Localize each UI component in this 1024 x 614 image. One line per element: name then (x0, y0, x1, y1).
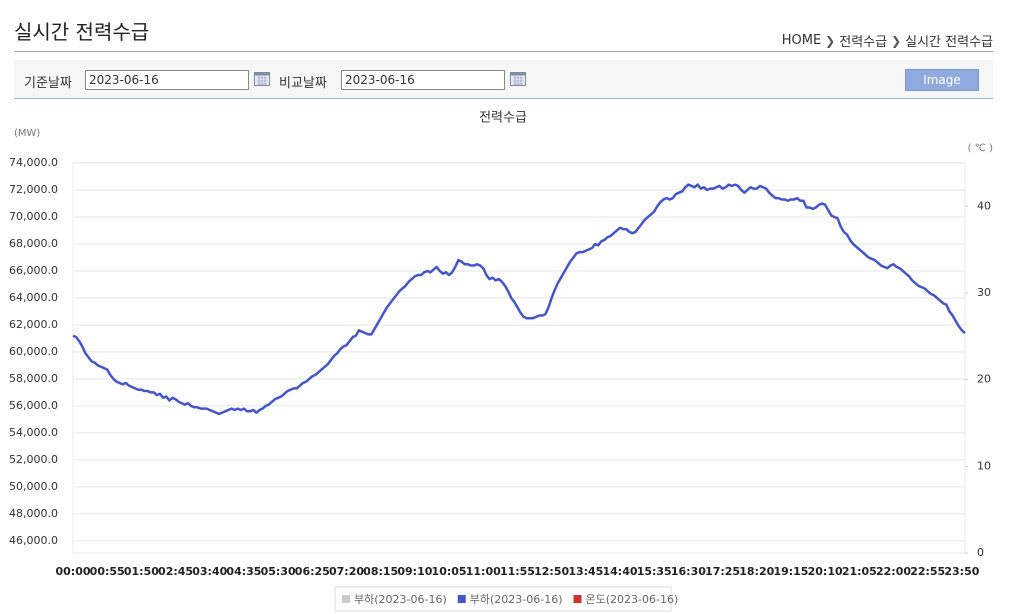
x-tick-label: 10:05 (432, 565, 467, 578)
y-tick-label: 46,000.0 (9, 534, 58, 547)
x-tick-label: 17:25 (705, 565, 740, 578)
legend-label: 부하(2023-06-16) (470, 592, 563, 606)
y2-tick-label: 10 (977, 459, 991, 472)
x-tick-label: 15:35 (637, 565, 672, 578)
y-tick-label: 70,000.0 (9, 210, 58, 223)
y-tick-label: 48,000.0 (9, 507, 58, 520)
y2-tick-label: 30 (977, 286, 991, 299)
x-tick-label: 00:00 (55, 565, 90, 578)
x-tick-label: 07:20 (329, 565, 364, 578)
x-tick-label: 20:10 (808, 565, 843, 578)
y-tick-label: 62,000.0 (9, 318, 58, 331)
base-date-label: 기준날짜 (24, 76, 72, 91)
y-tick-label: 56,000.0 (9, 399, 58, 412)
x-tick-label: 16:30 (671, 565, 706, 578)
page-title: 실시간 전력수급 (14, 20, 150, 44)
image-button[interactable]: Image (905, 69, 979, 91)
y2-tick-label: 20 (977, 373, 991, 386)
breadcrumb-item[interactable]: 실시간 전력수급 (905, 35, 993, 50)
plot-frame (72, 162, 966, 554)
x-tick-label: 21:05 (842, 565, 877, 578)
legend-item[interactable]: 부하(2023-06-16) (457, 592, 563, 606)
x-tick-label: 05:30 (261, 565, 296, 578)
x-tick-label: 14:40 (603, 565, 638, 578)
filter-bar: 기준날짜 2023-06-16 비교날짜 2023-06-16 Image (14, 60, 993, 99)
x-tick-label: 22:00 (876, 565, 911, 578)
y2-axis-label: ( ℃ ) (968, 143, 993, 154)
compare-date-label: 비교날짜 (279, 76, 327, 91)
y-tick-label: 64,000.0 (9, 291, 58, 304)
y-tick-label: 52,000.0 (9, 453, 58, 466)
legend: 부하(2023-06-16) 부하(2023-06-16) 온도(2023-06-1… (334, 586, 679, 612)
x-tick-label: 09:10 (397, 565, 432, 578)
calendar-icon[interactable] (510, 72, 526, 86)
x-tick-label: 11:00 (466, 565, 501, 578)
y-tick-label: 60,000.0 (9, 345, 58, 358)
x-tick-label: 13:45 (568, 565, 603, 578)
x-tick-label: 22:55 (910, 565, 945, 578)
x-tick-label: 11:55 (500, 565, 535, 578)
y2-tick-label: 40 (977, 199, 991, 212)
x-tick-label: 06:25 (295, 565, 330, 578)
series-line (72, 183, 966, 416)
legend-item[interactable]: 부하(2023-06-16) (342, 592, 447, 606)
x-tick-label: 02:45 (158, 565, 193, 578)
breadcrumb-item[interactable]: HOME (781, 33, 822, 48)
chart-title: 전력수급 (479, 111, 527, 126)
x-tick-label: 03:40 (192, 565, 227, 578)
x-tick-label: 12:50 (534, 565, 569, 578)
divider (14, 51, 993, 52)
chart: 전력수급 (MW) ( ℃ ) 46,000.0 48,000.0 50,000.0… (9, 111, 993, 612)
compare-date-input[interactable]: 2023-06-16 (341, 70, 505, 90)
legend-swatch (573, 595, 582, 603)
calendar-icon[interactable] (254, 72, 270, 86)
y-tick-label: 66,000.0 (9, 264, 58, 277)
breadcrumb-separator: ❯ (891, 33, 902, 48)
y-tick-label: 68,000.0 (9, 237, 58, 250)
y-tick-label: 74,000.0 (9, 156, 58, 169)
x-tick-label: 19:15 (773, 565, 808, 578)
y-tick-label: 50,000.0 (9, 480, 58, 493)
x-tick-label: 18:20 (739, 565, 774, 578)
y-tick-label: 58,000.0 (9, 372, 58, 385)
x-tick-label: 01:50 (124, 565, 159, 578)
y-tick-label: 72,000.0 (9, 183, 58, 196)
legend-frame (334, 586, 672, 612)
x-tick-label: 00:55 (90, 565, 125, 578)
y-axis-label: (MW) (14, 128, 40, 139)
y-tick-label: 54,000.0 (9, 426, 58, 439)
legend-item[interactable]: 온도(2023-06-16) (573, 593, 679, 606)
legend-swatch (457, 595, 466, 603)
legend-swatch (342, 595, 350, 603)
breadcrumb-item[interactable]: 전력수급 (839, 35, 888, 50)
x-tick-label: 23:50 (944, 565, 979, 578)
x-tick-label: 04:35 (226, 565, 261, 578)
x-tick-label: 08:15 (363, 565, 398, 578)
y2-tick-label: 0 (977, 546, 984, 559)
breadcrumb: HOME ❯ 전력수급 ❯ 실시간 전력수급 (782, 31, 993, 50)
legend-label: 부하(2023-06-16) (354, 592, 447, 606)
legend-label: 온도(2023-06-16) (586, 593, 679, 606)
base-date-input[interactable]: 2023-06-16 (85, 70, 249, 90)
breadcrumb-separator: ❯ (825, 33, 836, 48)
